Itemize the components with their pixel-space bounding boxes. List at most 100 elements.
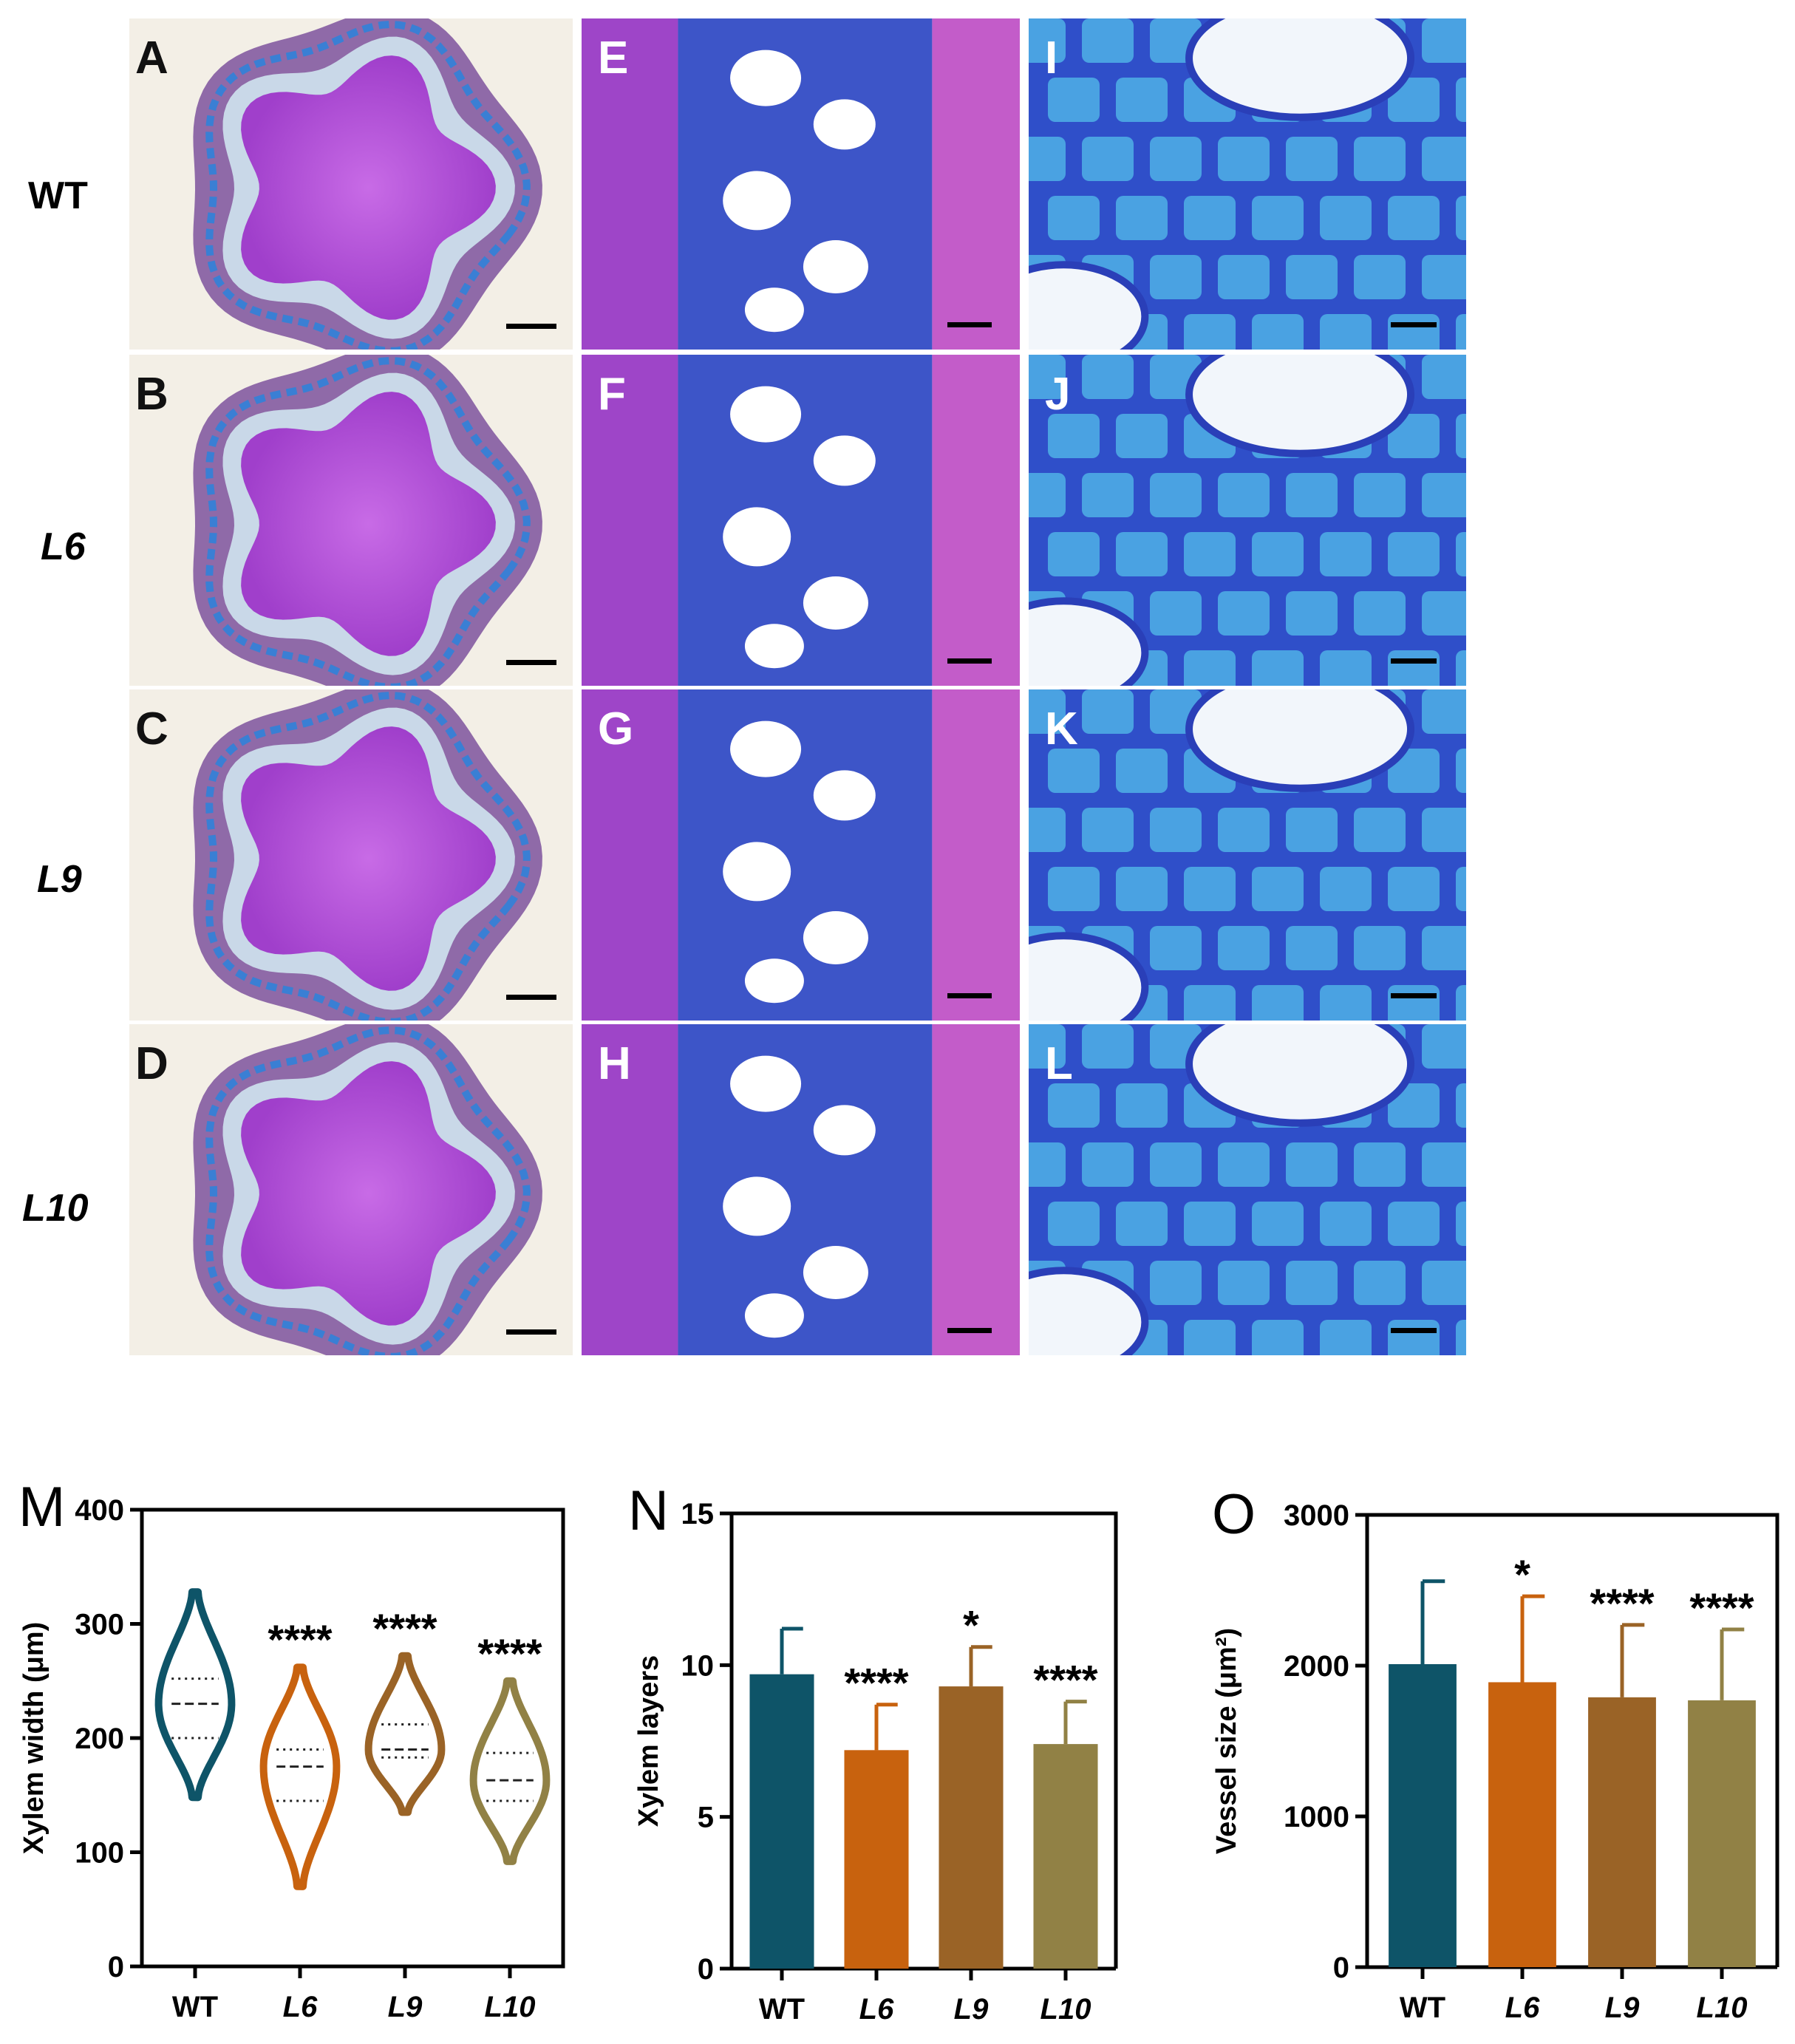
- significance-label: ****: [1689, 1584, 1754, 1631]
- bar-WT: [749, 1674, 814, 1969]
- significance-label: ****: [844, 1660, 908, 1706]
- micrograph-zoom-3: L: [1029, 1024, 1466, 1355]
- y-tick-label: 0: [698, 1953, 714, 1986]
- x-tick-label: L6: [1505, 1992, 1540, 2024]
- axis-lines: [1365, 1515, 1777, 1969]
- panel-letter: E: [598, 33, 629, 84]
- micrograph-zoom-1: J: [1029, 355, 1466, 686]
- panel-letter: B: [135, 369, 168, 420]
- micrograph-whole-0: A: [129, 18, 573, 350]
- panel-letter: H: [598, 1038, 631, 1089]
- panel-letter: G: [598, 704, 634, 754]
- micrograph-image: [582, 18, 1020, 350]
- scale-bar: [947, 993, 992, 998]
- x-tick-label: L9: [1605, 1992, 1640, 2024]
- y-tick-label: 1000: [1284, 1801, 1349, 1833]
- micrograph-mid-0: E: [582, 18, 1020, 350]
- axis-lines: [729, 1513, 1116, 1971]
- bar-L10: [1688, 1700, 1756, 1967]
- y-axis-label: Vessel size (μm²): [1211, 1628, 1242, 1854]
- row-label-l9: L9: [37, 858, 82, 901]
- panel-letter: D: [135, 1038, 168, 1089]
- micrograph-zoom-2: K: [1029, 689, 1466, 1021]
- axis-lines: [140, 1510, 563, 1969]
- micrograph-whole-1: B: [129, 355, 573, 686]
- y-tick-label: 400: [75, 1494, 124, 1527]
- y-tick-label: 2000: [1284, 1650, 1349, 1683]
- panel-letter: C: [135, 704, 168, 754]
- micrograph-image: [582, 1024, 1020, 1355]
- scale-bar: [506, 324, 556, 329]
- bar-WT: [1389, 1663, 1457, 1967]
- significance-label: *: [1514, 1551, 1530, 1598]
- panel-letter: J: [1045, 369, 1071, 420]
- plot-frame: [140, 1508, 565, 1969]
- significance-label: ****: [268, 1616, 332, 1663]
- panel-letter: K: [1045, 704, 1078, 754]
- panel-letter: F: [598, 369, 626, 420]
- violin-WT: [154, 1588, 236, 1802]
- bar-L9: [939, 1686, 1004, 1969]
- micrograph-image: [1029, 1024, 1466, 1355]
- significance-label: ****: [477, 1630, 542, 1677]
- significance-label: ****: [372, 1605, 437, 1652]
- row-label-l10: L10: [22, 1187, 89, 1230]
- x-tick-label: L10: [1040, 1993, 1091, 2026]
- micrograph-image: [582, 689, 1020, 1021]
- scale-bar: [947, 1328, 992, 1333]
- x-tick-label: L9: [954, 1993, 989, 2026]
- panel-letter: L: [1045, 1038, 1073, 1089]
- significance-label: ****: [1590, 1580, 1654, 1626]
- micrograph-mid-1: F: [582, 355, 1020, 686]
- micrograph-image: [129, 355, 573, 686]
- bar-L6: [1488, 1682, 1556, 1967]
- violin-L6: [259, 1663, 341, 1890]
- y-axis-label: Xylem layers: [633, 1655, 664, 1827]
- y-tick-label: 5: [698, 1802, 714, 1834]
- violin-L10: [469, 1677, 551, 1865]
- panel-letter: A: [135, 33, 168, 84]
- row-label-l6: L6: [41, 525, 86, 568]
- micrograph-image: [129, 689, 573, 1021]
- scale-bar: [1391, 1328, 1437, 1333]
- x-tick-label: L9: [388, 1991, 423, 2023]
- scale-bar: [1391, 322, 1437, 327]
- x-tick-label: WT: [1400, 1992, 1445, 2024]
- y-tick-label: 200: [75, 1723, 124, 1755]
- x-tick-label: L6: [283, 1991, 318, 2023]
- micrograph-image: [129, 18, 573, 350]
- scale-bar: [506, 1329, 556, 1335]
- row-label-wt: WT: [28, 174, 88, 217]
- micrograph-mid-2: G: [582, 689, 1020, 1021]
- scale-bar: [506, 995, 556, 1000]
- y-tick-label: 10: [681, 1649, 715, 1682]
- panel-letter: O: [1212, 1483, 1256, 1546]
- scale-bar: [1391, 658, 1437, 664]
- micrograph-image: [1029, 18, 1466, 350]
- bar-L9: [1588, 1697, 1656, 1967]
- micrograph-image: [582, 355, 1020, 686]
- x-tick-label: L10: [1697, 1992, 1748, 2024]
- panel-letter: N: [628, 1479, 669, 1542]
- panel-letter: M: [18, 1476, 65, 1539]
- micrograph-image: [1029, 355, 1466, 686]
- bar-L6: [844, 1750, 909, 1969]
- x-tick-label: L6: [859, 1993, 894, 2026]
- x-tick-label: WT: [759, 1993, 805, 2026]
- y-tick-label: 3000: [1284, 1499, 1349, 1532]
- y-tick-label: 0: [1333, 1952, 1349, 1984]
- y-tick-label: 15: [681, 1498, 715, 1530]
- significance-label: *: [963, 1602, 979, 1649]
- scale-bar: [947, 322, 992, 327]
- x-tick-label: WT: [172, 1991, 218, 2023]
- scale-bar: [1391, 993, 1437, 998]
- scale-bar: [947, 658, 992, 664]
- micrograph-mid-3: H: [582, 1024, 1020, 1355]
- micrograph-whole-3: D: [129, 1024, 573, 1355]
- bar-L10: [1033, 1744, 1098, 1969]
- x-tick-label: L10: [485, 1991, 536, 2023]
- scale-bar: [506, 660, 556, 665]
- micrograph-whole-2: C: [129, 689, 573, 1021]
- violin-L9: [364, 1652, 446, 1816]
- plot-frame: [732, 1511, 1118, 1969]
